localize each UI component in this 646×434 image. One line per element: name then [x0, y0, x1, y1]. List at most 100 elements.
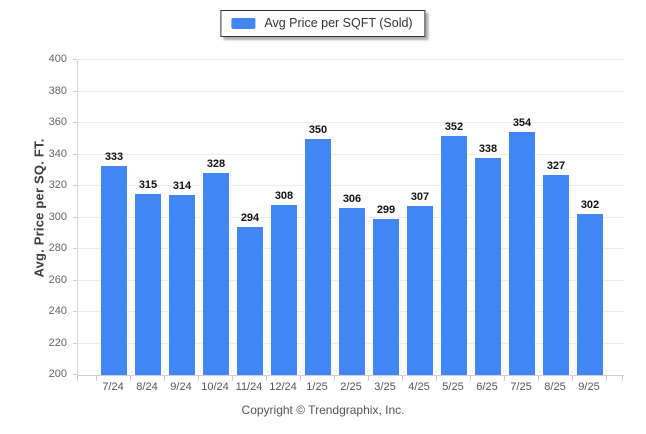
x-axis-tick [367, 376, 369, 381]
x-axis-tick-label: 8/24 [136, 381, 158, 393]
x-axis-tick-label: 1/25 [306, 381, 328, 393]
x-axis-tick [334, 376, 335, 381]
x-axis-tick-label: 4/25 [408, 381, 430, 393]
bar-column: 302 [573, 60, 607, 375]
bar-column: 314 [165, 60, 199, 375]
copyright-text: Copyright © Trendgraphix, Inc. [241, 403, 405, 417]
bar-12/24[interactable] [270, 204, 298, 375]
y-axis-tick [73, 342, 77, 344]
x-axis-tick [504, 376, 505, 381]
gridline [78, 153, 624, 155]
x-axis-labels: 7/24 8/24 9/24 10/24 11/24 12/24 1/25 2/25 3/25 4… [96, 381, 606, 393]
y-axis-tick [73, 185, 77, 186]
x-axis-tick [130, 376, 131, 381]
bar-column: 299 [369, 60, 403, 375]
x-axis-tick [572, 376, 573, 381]
legend-swatch-icon [231, 17, 256, 29]
y-axis-tick [73, 216, 77, 218]
bar-4/25[interactable] [406, 206, 434, 375]
bar-column: 327 [539, 60, 573, 375]
bar-value-label: 307 [410, 191, 430, 204]
bar-2/25[interactable] [338, 208, 366, 375]
x-axis-tick [96, 376, 97, 381]
y-axis-tick-label: 200 [48, 368, 67, 380]
bar-8/24[interactable] [134, 193, 162, 375]
y-axis-tick [73, 374, 77, 375]
bar-column: 354 [505, 60, 539, 375]
x-axis-tick-label: 9/24 [170, 381, 192, 393]
gridline [78, 122, 624, 123]
gridline [78, 185, 624, 186]
y-axis-tick-label: 300 [48, 210, 67, 223]
x-axis-tick-label: 2/25 [340, 381, 362, 393]
x-axis-tick-label: 5/25 [442, 381, 464, 393]
bar-column: 308 [267, 60, 301, 375]
bar-value-label: 327 [546, 159, 566, 172]
bar-column: 294 [233, 60, 267, 375]
bar-8/25[interactable] [542, 174, 570, 375]
y-axis-tick [73, 122, 77, 123]
y-axis-tick-label: 260 [48, 273, 67, 286]
bar-7/24[interactable] [100, 165, 128, 375]
bar-3/25[interactable] [372, 219, 400, 375]
y-axis-tick [73, 59, 77, 60]
bar-9/24[interactable] [168, 195, 196, 375]
x-axis-tick [622, 376, 623, 381]
x-axis-tick [537, 376, 539, 381]
x-axis-tick-label: 9/25 [578, 381, 600, 393]
y-axis-tick-label: 280 [48, 242, 67, 254]
bar-value-label: 338 [478, 142, 498, 155]
bar-value-label: 354 [512, 117, 532, 130]
bar-column: 306 [335, 60, 369, 375]
x-axis-tick [265, 376, 267, 381]
bar-column: 338 [471, 60, 505, 375]
gridline [78, 90, 624, 92]
legend[interactable]: Avg Price per SQFT (Sold) [220, 10, 426, 37]
x-axis-tick [163, 376, 165, 381]
y-axis-tick-label: 380 [48, 84, 67, 97]
bar-1/25[interactable] [304, 138, 332, 375]
x-axis-tick-label: 6/25 [476, 381, 498, 393]
bar-value-label: 350 [308, 123, 328, 136]
x-axis-tick [300, 376, 301, 381]
bar-column: 350 [301, 60, 335, 375]
y-axis: 200 220 240 260 280 300 320 340 360 380 400 [0, 54, 77, 380]
x-axis-tick [435, 376, 437, 381]
bar-10/24[interactable] [202, 173, 230, 375]
bar-value-label: 308 [274, 189, 294, 202]
y-axis-tick-label: 220 [48, 336, 67, 349]
bar-value-label: 315 [138, 178, 158, 191]
bar-column: 307 [403, 60, 437, 375]
y-axis-tick-label: 320 [48, 179, 67, 191]
x-axis-tick [402, 376, 403, 381]
bar-column: 352 [437, 60, 471, 375]
x-axis-tick-label: 12/24 [269, 381, 297, 393]
x-axis: 7/24 8/24 9/24 10/24 11/24 12/24 1/25 2/25 3/25 4… [77, 376, 623, 398]
bar-6/25[interactable] [474, 157, 502, 375]
bar-value-label: 333 [104, 150, 124, 163]
plot-area: 333 315 314 328 294 308 350 306 299 307 352 338 354 3… [77, 59, 624, 376]
y-axis-tick-label: 340 [48, 147, 67, 160]
y-axis-tick [73, 311, 77, 312]
x-axis-tick [606, 376, 607, 381]
bar-value-label: 314 [172, 180, 192, 193]
y-axis-tick [73, 248, 77, 249]
x-axis-tick-label: 8/25 [544, 381, 566, 393]
x-axis-tick-label: 3/25 [374, 381, 396, 393]
x-axis-tick [470, 376, 471, 381]
bar-column: 315 [131, 60, 165, 375]
bar-5/25[interactable] [440, 135, 468, 375]
x-axis-tick-label: 7/25 [510, 381, 532, 393]
x-axis-tick [77, 376, 78, 381]
bar-11/24[interactable] [236, 226, 264, 375]
bar-value-label: 294 [240, 211, 260, 224]
bar-value-label: 328 [206, 158, 226, 171]
x-axis-tick-label: 11/24 [235, 381, 263, 393]
bar-9/25[interactable] [576, 214, 604, 375]
bar-value-label: 299 [376, 204, 396, 217]
x-axis-tick [231, 376, 233, 381]
y-axis-tick [73, 279, 77, 281]
gridline [78, 59, 624, 60]
bar-7/25[interactable] [508, 132, 536, 375]
x-axis-tick [198, 376, 199, 381]
